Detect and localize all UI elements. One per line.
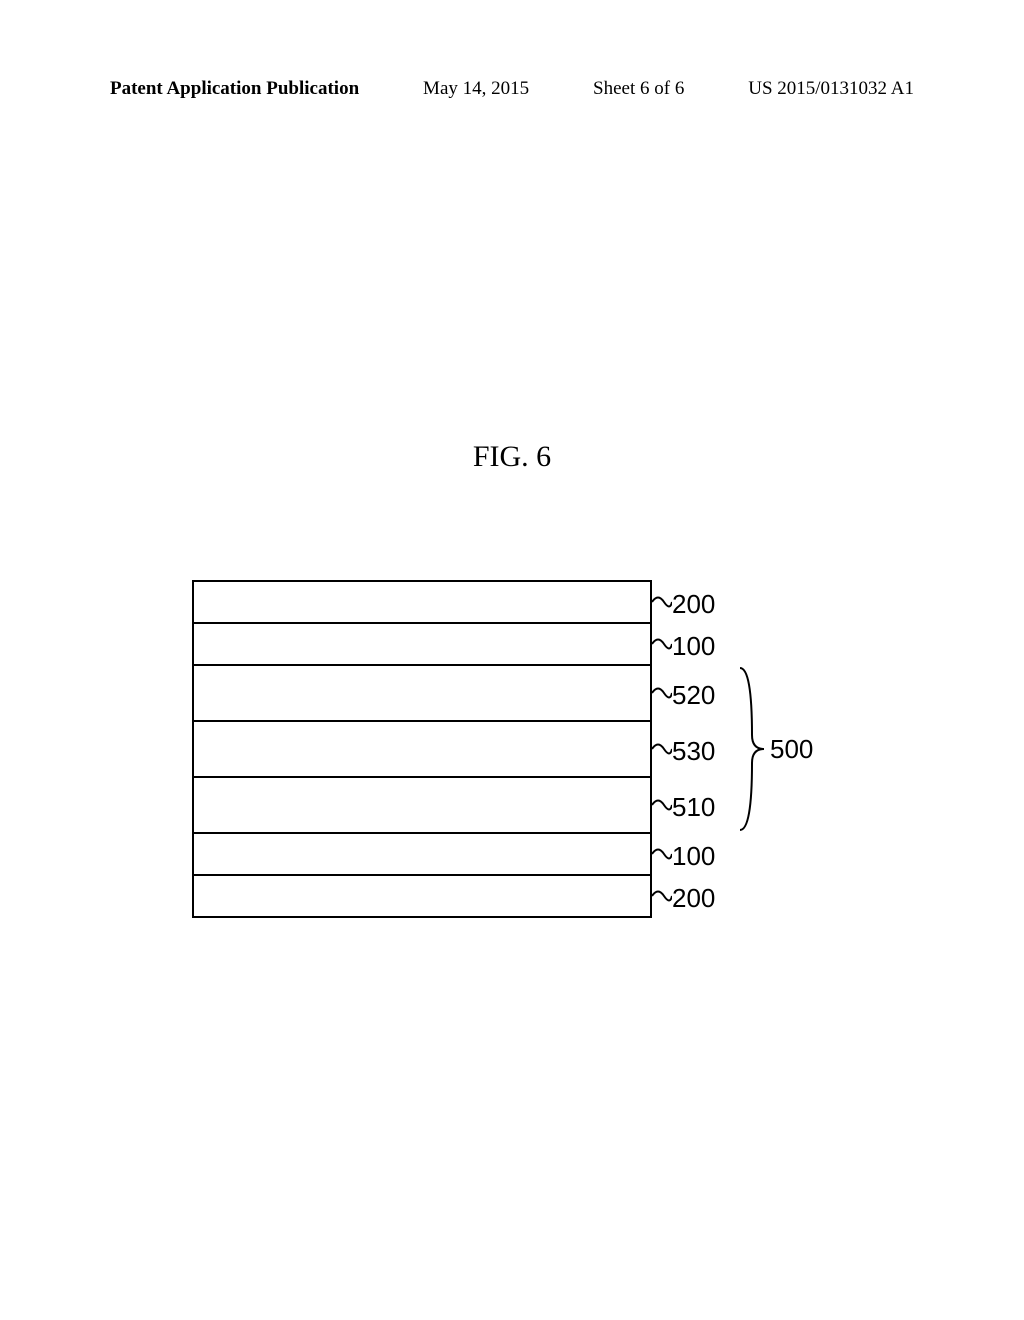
leader-swoosh [652,637,672,656]
figure-title: FIG. 6 [473,440,551,474]
label-leader: 200 [652,589,715,620]
layer-label: 530 [672,736,715,767]
layer [192,874,652,918]
layer-row: 100 [192,622,652,664]
leader-swoosh [652,798,672,817]
leader-swoosh [652,742,672,761]
layer-row: 510 [192,776,652,832]
label-leader: 200 [652,883,715,914]
layer [192,664,652,722]
layer [192,832,652,876]
layer-label: 520 [672,680,715,711]
layer-label: 100 [672,841,715,872]
document-header: Patent Application Publication May 14, 2… [0,78,1024,100]
layer-row: 100 [192,832,652,874]
label-leader: 520 [652,680,715,711]
leader-swoosh [652,889,672,908]
leader-swoosh [652,847,672,866]
layer-label: 200 [672,883,715,914]
layer-row: 200 [192,580,652,622]
publication-date: May 14, 2015 [423,78,529,100]
label-leader: 530 [652,736,715,767]
group-label: 500 [770,734,813,765]
layer-label: 200 [672,589,715,620]
layer-stack: 200100520530510100200 [192,580,652,918]
layer [192,622,652,666]
label-leader: 100 [652,631,715,662]
layer [192,776,652,834]
layer-label: 510 [672,792,715,823]
leader-swoosh [652,595,672,614]
layer-row: 520 [192,664,652,720]
group-bracket [738,664,766,834]
layer [192,580,652,624]
document-number: US 2015/0131032 A1 [748,78,914,100]
label-leader: 100 [652,841,715,872]
sheet-number: Sheet 6 of 6 [593,78,684,100]
layer-row: 530 [192,720,652,776]
layer [192,720,652,778]
layer-row: 200 [192,874,652,918]
layer-label: 100 [672,631,715,662]
leader-swoosh [652,686,672,705]
label-leader: 510 [652,792,715,823]
publication-label: Patent Application Publication [110,78,359,100]
layer-diagram: 200100520530510100200 500 [192,580,832,918]
